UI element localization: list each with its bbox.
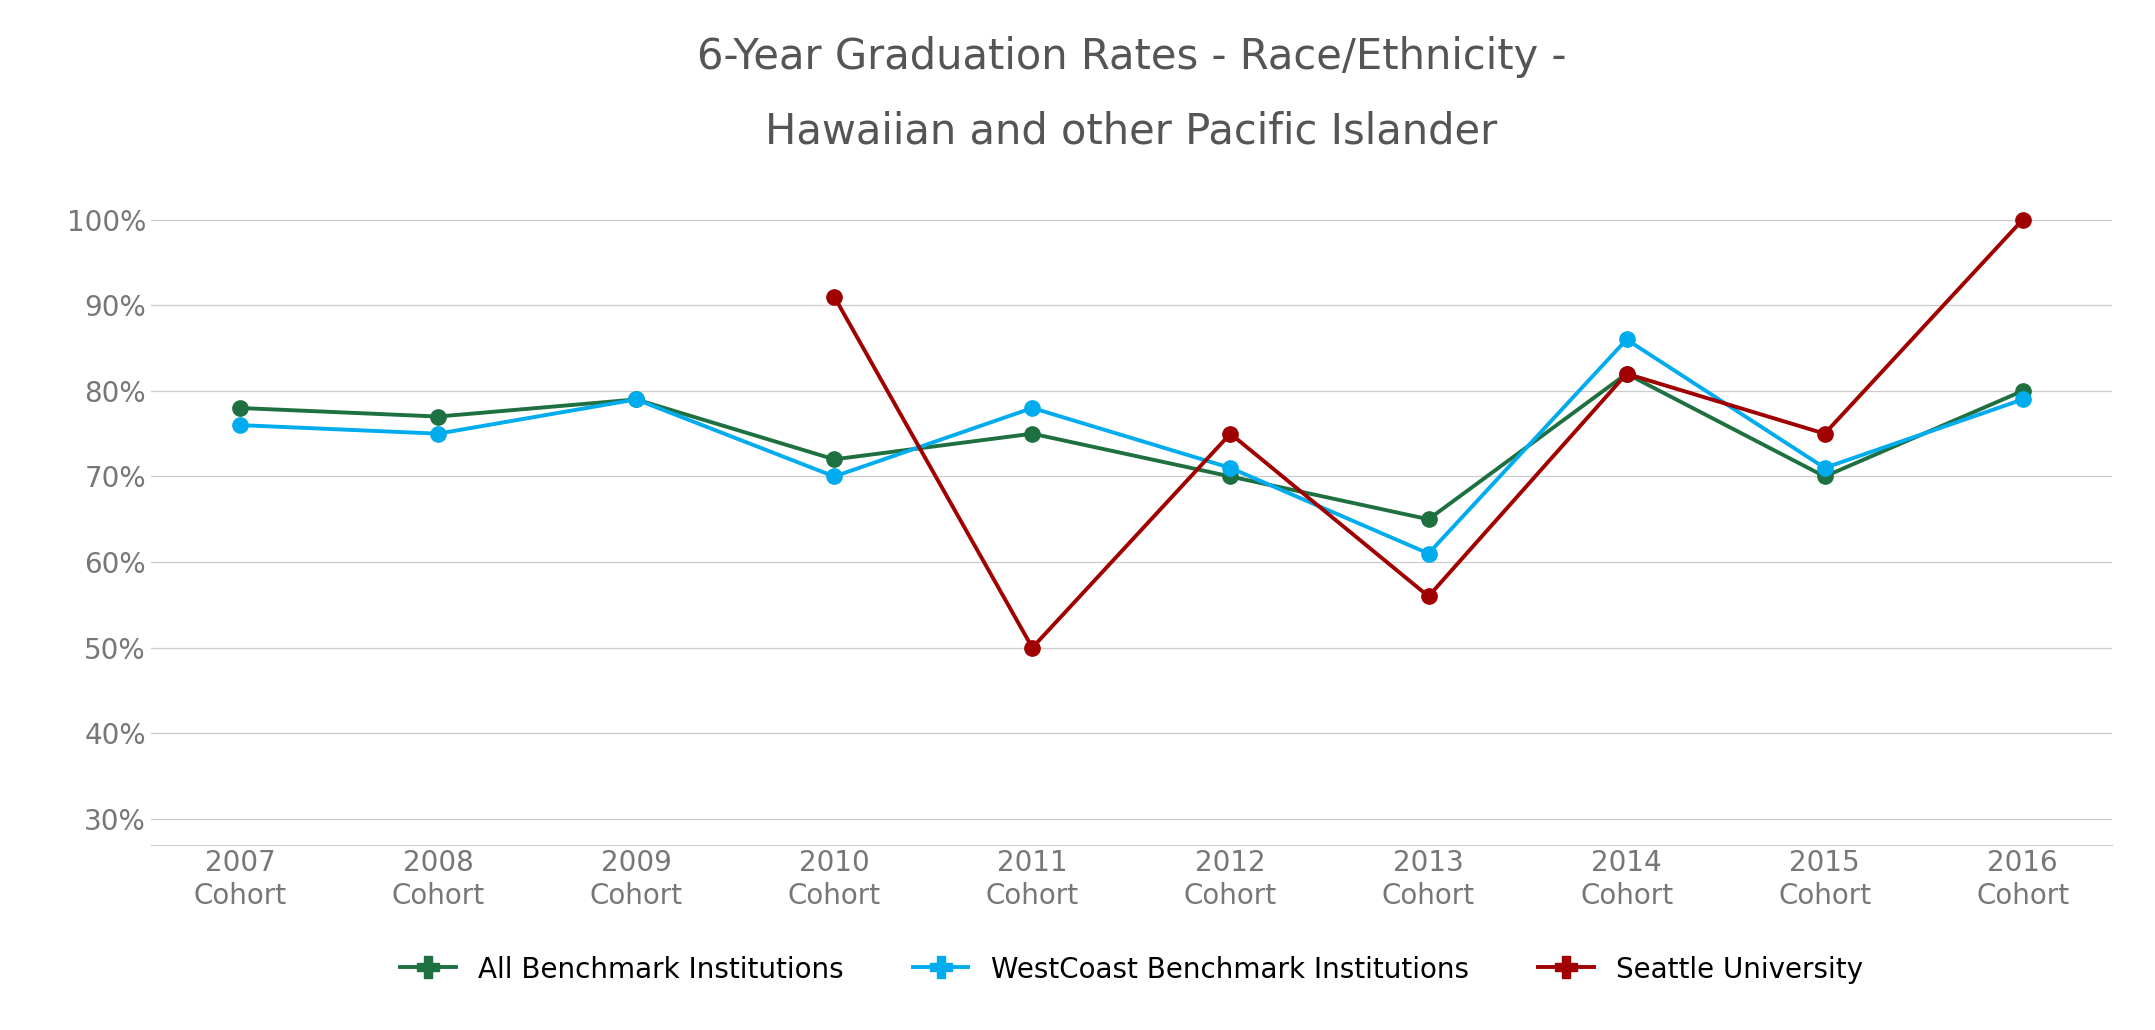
- Seattle University: [1218, 427, 1243, 440]
- WestCoast Benchmark Institutions: [1218, 461, 1243, 474]
- Line: Seattle University: Seattle University: [828, 212, 2030, 655]
- WestCoast Benchmark Institutions: [623, 393, 649, 406]
- All Benchmark Institutions: [1019, 427, 1045, 440]
- WestCoast Benchmark Institutions: [1019, 402, 1045, 414]
- All Benchmark Institutions: [1812, 471, 1838, 483]
- Line: All Benchmark Institutions: All Benchmark Institutions: [233, 366, 2030, 527]
- All Benchmark Institutions: [1614, 368, 1640, 380]
- Seattle University: [1416, 590, 1442, 603]
- Seattle University: [1812, 427, 1838, 440]
- All Benchmark Institutions: [425, 410, 450, 422]
- WestCoast Benchmark Institutions: [1614, 334, 1640, 346]
- All Benchmark Institutions: [623, 393, 649, 406]
- WestCoast Benchmark Institutions: [821, 471, 847, 483]
- Title: 6-Year Graduation Rates - Race/Ethnicity -
Hawaiian and other Pacific Islander: 6-Year Graduation Rates - Race/Ethnicity…: [696, 36, 1567, 152]
- All Benchmark Institutions: [821, 453, 847, 466]
- All Benchmark Institutions: [1416, 513, 1442, 525]
- WestCoast Benchmark Institutions: [425, 427, 450, 440]
- All Benchmark Institutions: [226, 402, 252, 414]
- All Benchmark Institutions: [1218, 471, 1243, 483]
- Seattle University: [2011, 213, 2036, 226]
- Line: WestCoast Benchmark Institutions: WestCoast Benchmark Institutions: [233, 332, 2030, 561]
- WestCoast Benchmark Institutions: [1416, 547, 1442, 559]
- WestCoast Benchmark Institutions: [226, 419, 252, 432]
- Seattle University: [821, 290, 847, 303]
- Legend: All Benchmark Institutions, WestCoast Benchmark Institutions, Seattle University: All Benchmark Institutions, WestCoast Be…: [388, 943, 1875, 996]
- Seattle University: [1019, 642, 1045, 654]
- Seattle University: [1614, 368, 1640, 380]
- WestCoast Benchmark Institutions: [1812, 461, 1838, 474]
- All Benchmark Institutions: [2011, 384, 2036, 397]
- WestCoast Benchmark Institutions: [2011, 393, 2036, 406]
